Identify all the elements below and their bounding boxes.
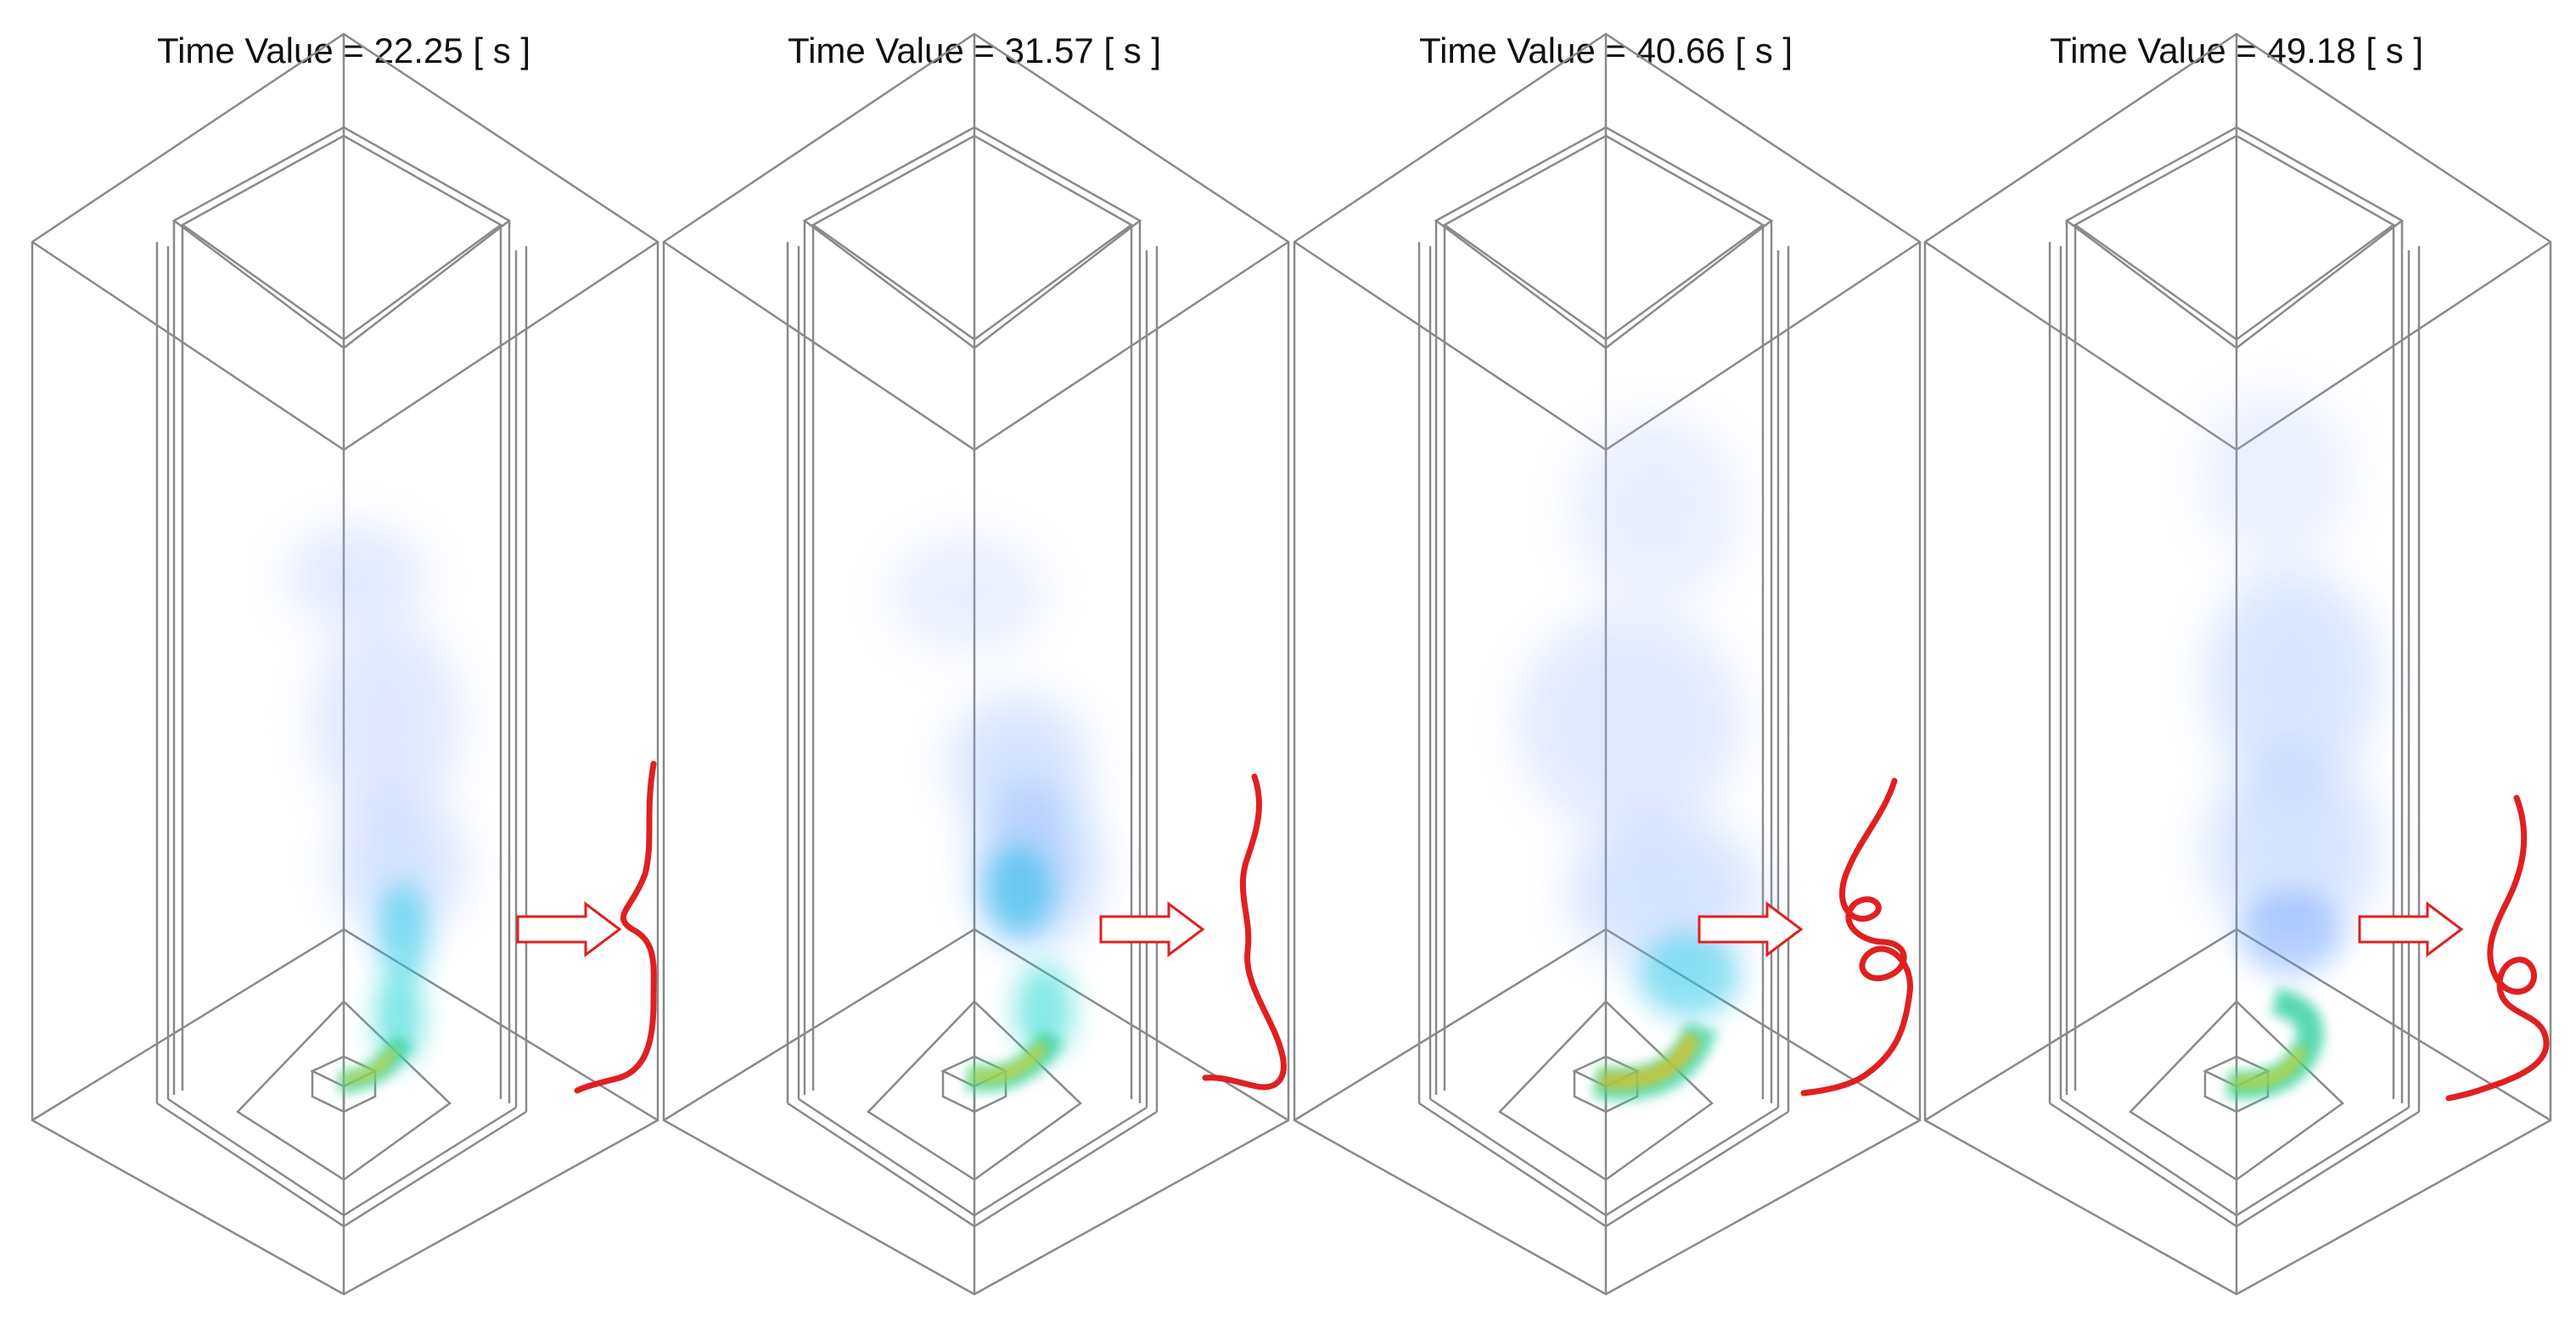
right-arrow-icon (516, 901, 622, 957)
right-arrow-icon (1099, 901, 1205, 957)
right-arrow-icon (1698, 901, 1804, 957)
smoke-plume (1519, 416, 1757, 1101)
plume-trajectory-icon (2445, 794, 2550, 1102)
room-wireframe (31, 32, 659, 1296)
smoke-plume (289, 526, 463, 1093)
panel-4 (1923, 32, 2552, 1296)
smoke-plume (2198, 390, 2377, 1099)
panel-1 (31, 32, 659, 1296)
room-wireframe (662, 32, 1290, 1296)
plume-trajectory-icon (1202, 773, 1287, 1091)
panel-2 (662, 32, 1290, 1296)
right-arrow-icon (2358, 901, 2464, 957)
panel-3 (1293, 32, 1922, 1296)
plume-trajectory-icon (574, 760, 657, 1094)
plume-trajectory-icon (1800, 777, 1913, 1096)
smoke-plume (891, 535, 1095, 1092)
